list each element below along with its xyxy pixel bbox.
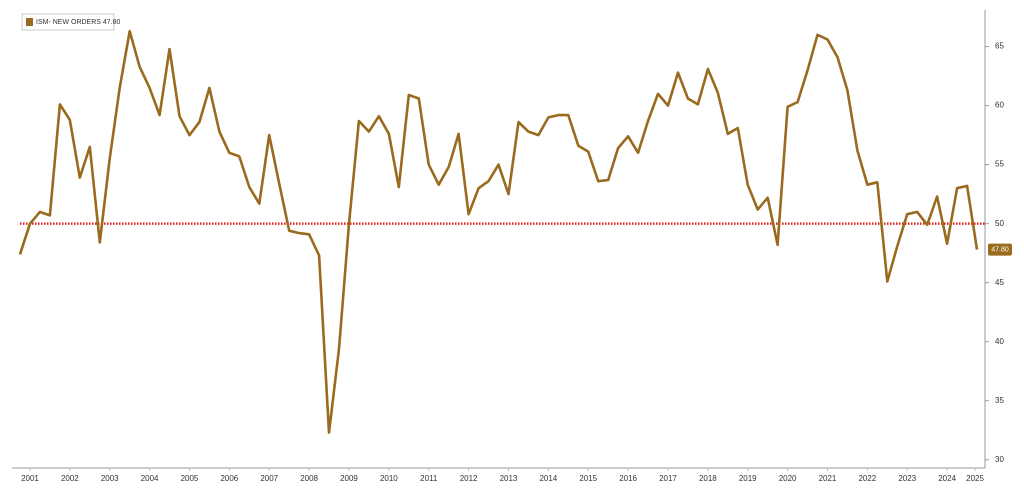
x-tick-label: 2017 (659, 474, 677, 483)
y-tick-label: 55 (995, 160, 1004, 169)
x-tick-label: 2018 (699, 474, 717, 483)
x-tick-label: 2020 (779, 474, 797, 483)
data-line (18, 29, 979, 434)
legend-label: ISM- NEW ORDERS 47.80 (36, 19, 121, 26)
x-tick-label: 2004 (141, 474, 159, 483)
y-tick-label: 50 (995, 219, 1004, 228)
x-tick-label: 2009 (340, 474, 358, 483)
y-tick-label: 60 (995, 101, 1004, 110)
x-tick-label: 2002 (61, 474, 79, 483)
legend-swatch (26, 18, 33, 26)
x-tick-label: 2016 (619, 474, 637, 483)
x-tick-label: 2010 (380, 474, 398, 483)
y-tick-label: 40 (995, 337, 1004, 346)
legend-box (21, 13, 115, 31)
x-tick-label: 2001 (21, 474, 39, 483)
x-tick-label: 2007 (260, 474, 278, 483)
x-tick-label: 2008 (300, 474, 318, 483)
y-tick-label: 45 (995, 278, 1004, 287)
x-tick-label: 2023 (898, 474, 916, 483)
x-tick-label: 2015 (579, 474, 597, 483)
y-tick-label: 65 (995, 42, 1004, 51)
x-tick-label: 2006 (220, 474, 238, 483)
x-tick-label: 2003 (101, 474, 119, 483)
x-tick-label: 2014 (539, 474, 557, 483)
x-tick-label: 2019 (739, 474, 757, 483)
y-tick-label: 30 (995, 455, 1004, 464)
x-tick-label: 2005 (181, 474, 199, 483)
value-tag (988, 243, 1012, 256)
x-tick-label: 2025 (966, 474, 984, 483)
y-tick-label: 35 (995, 396, 1004, 405)
x-tick-label: 2022 (858, 474, 876, 483)
x-tick-label: 2012 (460, 474, 478, 483)
value-label: 47.80 (991, 246, 1009, 253)
x-tick-label: 2011 (420, 474, 438, 483)
x-tick-label: 2021 (819, 474, 837, 483)
x-tick-label: 2024 (938, 474, 956, 483)
x-tick-label: 2013 (500, 474, 518, 483)
